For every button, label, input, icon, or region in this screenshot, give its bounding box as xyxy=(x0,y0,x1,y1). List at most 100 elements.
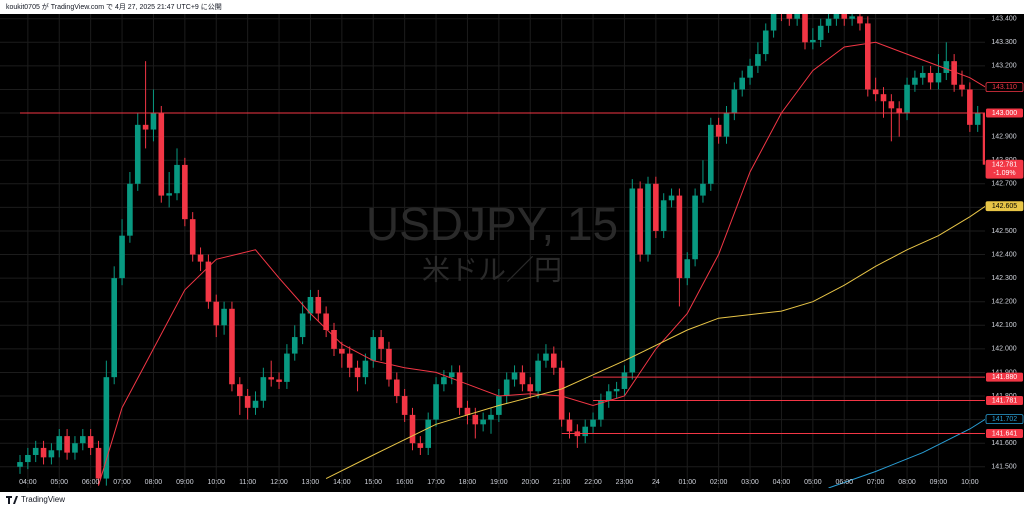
candle-body xyxy=(817,25,824,40)
candle-body xyxy=(967,89,973,125)
y-tick-label: 141.500 xyxy=(991,464,1016,471)
candle-body xyxy=(307,296,314,314)
candle-body xyxy=(72,443,78,453)
candle-body xyxy=(637,188,643,255)
candle-body xyxy=(668,195,675,201)
candle-body xyxy=(370,337,377,361)
candle-body xyxy=(331,330,337,349)
candle-body xyxy=(433,384,439,420)
y-tick-label: 142.000 xyxy=(991,346,1016,353)
candle-body xyxy=(299,313,306,338)
x-tick-label: 08:00 xyxy=(145,479,163,486)
candle-body xyxy=(213,301,220,326)
candle-body xyxy=(32,447,39,455)
candle-body xyxy=(708,124,714,184)
candle-body xyxy=(653,183,659,231)
x-tick-label: 10:00 xyxy=(207,479,225,486)
candle-body xyxy=(880,94,887,102)
price-tag xyxy=(986,396,1023,406)
candle-body xyxy=(794,14,800,19)
candle-body xyxy=(56,436,63,451)
x-tick-label: 06:00 xyxy=(835,479,853,486)
candle-body xyxy=(762,30,769,55)
x-tick-label: 03:00 xyxy=(741,479,759,486)
candle-body xyxy=(551,353,557,368)
x-tick-label: 14:00 xyxy=(333,479,351,486)
header-bar xyxy=(0,0,1024,14)
candle-body xyxy=(951,61,957,85)
candle-body xyxy=(535,360,541,392)
candle-body xyxy=(417,443,424,448)
price-tag-label: 143.000 xyxy=(992,110,1017,117)
candle-body xyxy=(982,113,985,165)
watermark: USDJPY, 15 xyxy=(366,198,618,250)
candle-body xyxy=(919,72,926,78)
price-tag xyxy=(985,414,1024,425)
candle-body xyxy=(511,372,518,380)
candle-body xyxy=(700,183,706,196)
x-tick-label: 09:00 xyxy=(176,479,194,486)
candle-body xyxy=(346,353,353,368)
x-tick-label: 20:00 xyxy=(521,479,539,486)
candle-body xyxy=(613,388,620,392)
y-tick-label: 142.900 xyxy=(991,133,1016,140)
candle-body xyxy=(943,61,950,73)
candle-body xyxy=(268,377,274,380)
candle-body xyxy=(676,195,683,279)
candle-body xyxy=(244,396,251,408)
x-tick-label: 10:00 xyxy=(961,479,979,486)
candle-body xyxy=(488,414,494,420)
candle-body xyxy=(723,113,730,137)
x-tick-label: 04:00 xyxy=(19,479,37,486)
candle-body xyxy=(755,54,761,66)
candle-body xyxy=(284,353,290,382)
candle-body xyxy=(182,164,188,220)
candle-body xyxy=(598,400,604,420)
x-tick-label: 13:00 xyxy=(302,479,320,486)
candle-body xyxy=(401,396,408,415)
candle-body xyxy=(660,200,667,231)
candle-body xyxy=(221,308,227,326)
x-tick-label: 06:00 xyxy=(82,479,100,486)
footer-bar xyxy=(0,492,1024,508)
candle-body xyxy=(802,14,808,43)
candle-body xyxy=(354,367,361,378)
candle-body xyxy=(87,436,94,448)
plot-background xyxy=(0,14,1024,492)
candle-body xyxy=(205,261,212,302)
candle-body xyxy=(17,462,23,467)
candle-body xyxy=(935,72,942,83)
price-tag-label: 141.781 xyxy=(992,397,1017,404)
candle-body xyxy=(119,235,125,279)
candle-body xyxy=(189,219,196,255)
candle-body xyxy=(48,450,55,458)
footer-logo xyxy=(6,496,18,504)
candle-body xyxy=(339,348,345,354)
price-tag xyxy=(985,82,1024,93)
candle-body xyxy=(590,419,596,427)
x-tick-label: 23:00 xyxy=(616,479,634,486)
x-tick-label: 16:00 xyxy=(396,479,414,486)
candle-body xyxy=(558,367,565,420)
x-tick-label: 21:00 xyxy=(553,479,571,486)
candle-body xyxy=(841,14,848,19)
header-text: koukit0705 が TradingView.com で 4月 27, 20… xyxy=(6,2,222,11)
y-tick-label: 143.200 xyxy=(991,63,1016,70)
candle-body xyxy=(134,124,141,184)
moving-average-line xyxy=(325,205,985,480)
candle-body xyxy=(731,89,738,114)
watermark-sub: 米ドル／円 xyxy=(422,254,562,285)
candle-body xyxy=(448,372,455,378)
candle-body xyxy=(582,426,588,437)
y-tick-label: 142.300 xyxy=(991,275,1016,282)
candle-body xyxy=(229,308,235,385)
candle-body xyxy=(872,89,879,95)
candle-body xyxy=(80,436,86,444)
y-tick-label: 142.500 xyxy=(991,228,1016,235)
x-tick-label: 07:00 xyxy=(113,479,131,486)
candle-body xyxy=(456,372,463,408)
y-tick-label: 142.700 xyxy=(991,181,1016,188)
price-tag xyxy=(985,159,1024,179)
candle-body xyxy=(260,377,267,401)
